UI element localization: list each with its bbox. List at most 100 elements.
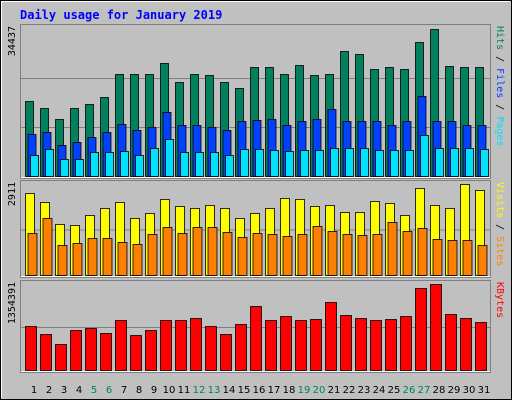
legend-entry: KBytes [494, 282, 505, 318]
y-tick-label: 2911 [7, 182, 18, 206]
bar [150, 148, 159, 177]
bar [162, 227, 173, 276]
bar [360, 148, 369, 177]
bar [315, 150, 324, 177]
x-tick-label: 26 [403, 385, 416, 396]
bar [25, 326, 37, 371]
bar [430, 284, 442, 371]
bar [355, 318, 367, 371]
bar [225, 155, 234, 177]
bar [60, 159, 69, 177]
legend-entry: Sites [494, 236, 505, 266]
legend-separator: / [494, 218, 505, 236]
legend-entry: Hits [494, 26, 505, 50]
x-tick-label: 16 [253, 385, 266, 396]
bar [480, 149, 489, 177]
bar [285, 151, 294, 177]
bar [370, 320, 382, 371]
bar [297, 234, 308, 276]
x-tick-label: 29 [448, 385, 461, 396]
x-tick-label: 13 [208, 385, 221, 396]
bar [42, 218, 53, 276]
x-tick-label: 15 [238, 385, 251, 396]
bar [462, 240, 473, 276]
bar [417, 228, 428, 276]
bar [477, 245, 488, 276]
bar [205, 326, 217, 371]
x-tick-label: 14 [223, 385, 236, 396]
legend-entry: Pages [494, 116, 505, 146]
legend-entry: Files [494, 68, 505, 98]
bar [130, 335, 142, 371]
chart-title: Daily usage for January 2019 [20, 8, 222, 22]
bar [222, 232, 233, 276]
bar [385, 319, 397, 371]
bar [90, 152, 99, 177]
bar [145, 330, 157, 371]
bar [87, 238, 98, 276]
bar [72, 243, 83, 276]
bar [160, 320, 172, 371]
bar [250, 306, 262, 371]
bar [435, 148, 444, 177]
bar [75, 159, 84, 177]
bar [102, 238, 113, 276]
bar [267, 234, 278, 276]
x-tick-label: 11 [178, 385, 191, 396]
bar [420, 135, 429, 177]
bar [255, 149, 264, 177]
x-tick-label: 22 [343, 385, 356, 396]
bar [357, 235, 368, 276]
bar [210, 152, 219, 177]
bar [132, 244, 143, 276]
legend-separator: / [494, 50, 505, 68]
x-tick-label: 12 [193, 385, 206, 396]
bar [135, 155, 144, 177]
x-tick-label: 6 [106, 385, 112, 396]
bar [177, 233, 188, 276]
bar [400, 316, 412, 371]
x-tick-label: 23 [358, 385, 371, 396]
bar [415, 288, 427, 371]
bar [345, 148, 354, 177]
bar [330, 148, 339, 177]
bar [265, 320, 277, 371]
bar [105, 152, 114, 177]
bar [325, 302, 337, 371]
bar [190, 318, 202, 371]
bar [237, 237, 248, 276]
bar [70, 330, 82, 371]
x-tick-label: 8 [136, 385, 142, 396]
bar [340, 315, 352, 371]
x-tick-label: 5 [91, 385, 97, 396]
bar [207, 227, 218, 276]
bar [115, 320, 127, 371]
bar [220, 334, 232, 371]
bar [85, 328, 97, 371]
bar [310, 319, 322, 371]
x-tick-label: 4 [76, 385, 82, 396]
x-tick-label: 9 [151, 385, 157, 396]
x-tick-label: 19 [298, 385, 311, 396]
bar [432, 239, 443, 276]
bar [147, 234, 158, 276]
bar [300, 150, 309, 177]
bar [175, 320, 187, 371]
y-tick-label: 1354391 [7, 282, 18, 324]
bar [45, 149, 54, 177]
x-tick-label: 21 [328, 385, 341, 396]
bar [402, 231, 413, 276]
bar [270, 150, 279, 177]
x-tick-label: 1 [31, 385, 37, 396]
legend: Visits / Sites [494, 182, 505, 266]
x-tick-label: 31 [478, 385, 491, 396]
bar [165, 139, 174, 177]
bar [57, 245, 68, 276]
legend: Hits / Files / Pages [494, 26, 505, 146]
bar [390, 150, 399, 177]
bar [117, 242, 128, 276]
bar [445, 314, 457, 371]
bar [235, 324, 247, 371]
x-tick-label: 24 [373, 385, 386, 396]
